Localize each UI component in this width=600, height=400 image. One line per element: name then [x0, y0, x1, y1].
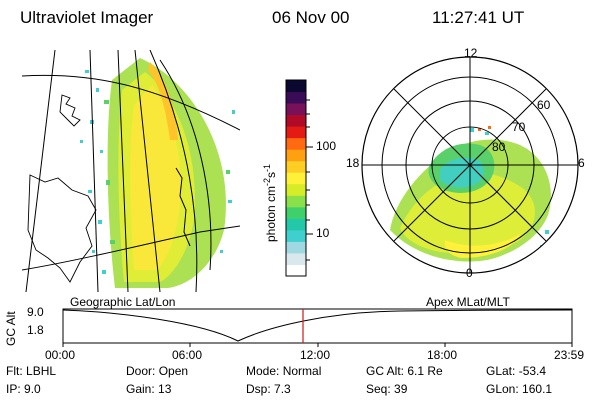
mlt-label-12: 12 [464, 46, 478, 60]
status-flt: Flt: LBHL [6, 364, 56, 378]
status-dsp: Dsp: 7.3 [246, 382, 291, 396]
status-value: 9.0 [24, 382, 41, 396]
status-key: GC Alt: [366, 364, 405, 378]
colorbar-band [286, 91, 306, 104]
status-glat: GLat: -53.4 [486, 364, 546, 378]
geographic-caption: Geographic Lat/Lon [70, 295, 176, 309]
status-door: Door: Open [126, 364, 188, 378]
colorbar-tick-100: 100 [316, 139, 337, 153]
colorbar-unit-s: s [264, 171, 278, 178]
colorbar-band [286, 160, 306, 173]
colorbar-band [286, 241, 306, 254]
timeline-x-1200: 12:00 [300, 348, 331, 362]
timeline-axis-label: GC Alt [4, 311, 18, 346]
status-ip: IP: 9.0 [6, 382, 41, 396]
status-key: Door: [126, 364, 156, 378]
status-value: 160.1 [522, 382, 553, 396]
status-key: Dsp: [246, 382, 271, 396]
apex-caption: Apex MLat/MLT [426, 295, 510, 309]
colorbar-band [286, 80, 306, 93]
geographic-map [22, 50, 240, 292]
status-value: Open [158, 364, 189, 378]
colorbar-band [286, 183, 306, 196]
status-key: Flt: [6, 364, 23, 378]
status-gc-alt: GC Alt: 6.1 Re [366, 364, 443, 378]
colorbar-band [286, 172, 306, 185]
status-value: -53.4 [518, 364, 547, 378]
colorbar-band [286, 252, 306, 265]
status-value: 6.1 Re [407, 364, 443, 378]
status-value: LBHL [26, 364, 57, 378]
colorbar-unit-label: photon cm-2s-1 [262, 164, 278, 242]
colorbar [286, 80, 306, 277]
status-key: GLat: [486, 364, 516, 378]
status-value: Normal [282, 364, 322, 378]
lat-label-80: 80 [492, 140, 506, 154]
mlt-label-0: 0 [466, 266, 473, 280]
timeline-y-min: 1.8 [27, 323, 44, 337]
status-key: Mode: [246, 364, 280, 378]
colorbar-band [286, 206, 306, 219]
colorbar-band [286, 264, 306, 277]
colorbar-unit-exp2: -1 [262, 163, 272, 172]
status-value: 7.3 [274, 382, 291, 396]
colorbar-band [286, 114, 306, 127]
instrument-title: Ultraviolet Imager [20, 8, 154, 27]
timeline-x-1800: 18:00 [427, 348, 458, 362]
polar-plot [361, 56, 579, 274]
colorbar-band [286, 149, 306, 162]
lat-label-70: 70 [512, 120, 526, 134]
timeline-x-0600: 06:00 [172, 348, 203, 362]
date-label: 06 Nov 00 [272, 8, 350, 27]
status-gain: Gain: 13 [126, 382, 171, 396]
status-key: Gain: [126, 382, 155, 396]
colorbar-band [286, 218, 306, 231]
timeline-x-0000: 00:00 [45, 348, 76, 362]
mlt-label-18: 18 [346, 156, 360, 170]
mlt-label-6: 6 [578, 156, 585, 170]
colorbar-unit-exp1: -2 [262, 177, 272, 186]
status-key: Seq: [366, 382, 391, 396]
status-value: 39 [394, 382, 408, 396]
status-key: GLon: [486, 382, 519, 396]
status-key: IP: [6, 382, 21, 396]
colorbar-band [286, 137, 306, 150]
status-seq: Seq: 39 [366, 382, 407, 396]
time-label: 11:27:41 UT [432, 8, 525, 27]
timeline-y-max: 9.0 [27, 305, 44, 319]
colorbar-band [286, 195, 306, 208]
colorbar-tick-10: 10 [316, 226, 330, 240]
status-glon: GLon: 160.1 [486, 382, 552, 396]
timeline-x-2359: 23:59 [554, 348, 585, 362]
colorbar-band [286, 103, 306, 116]
status-mode: Mode: Normal [246, 364, 321, 378]
colorbar-band [286, 229, 306, 242]
altitude-timeline [62, 308, 573, 347]
status-value: 13 [158, 382, 172, 396]
colorbar-band [286, 126, 306, 139]
colorbar-unit-text: photon cm [264, 185, 278, 242]
lat-label-60: 60 [537, 98, 551, 112]
